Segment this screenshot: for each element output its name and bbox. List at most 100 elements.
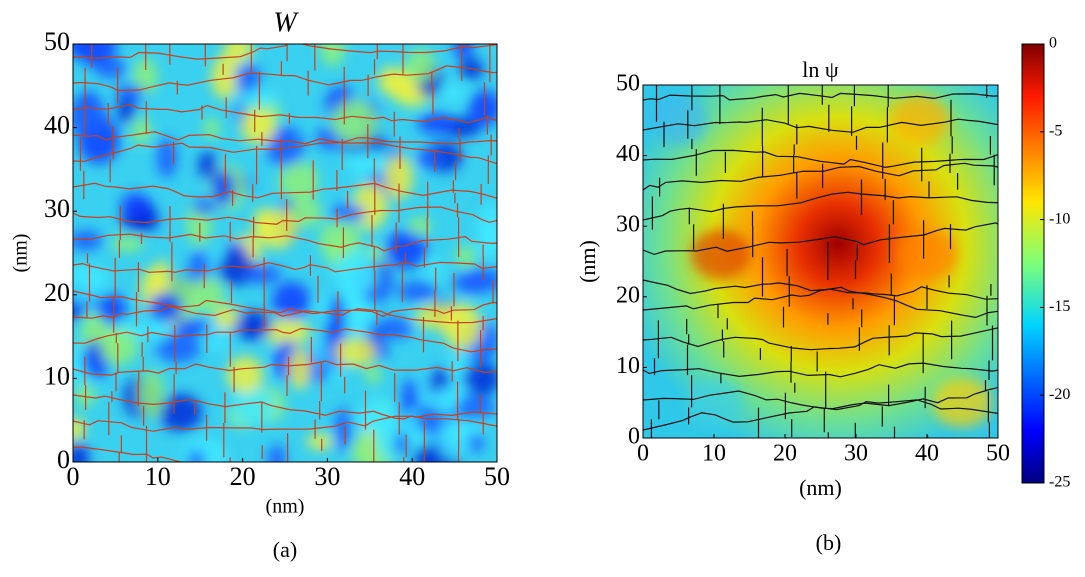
grain-boundary xyxy=(73,65,497,92)
grain-boundary xyxy=(307,44,323,451)
grain-boundary xyxy=(751,107,764,438)
x-tick-label: 10 xyxy=(145,462,171,491)
heatmap-field xyxy=(643,85,998,438)
field-blob xyxy=(244,264,282,285)
field-blob xyxy=(156,333,201,363)
field-blob xyxy=(256,208,298,249)
grain-boundary xyxy=(73,360,497,376)
grain-boundary xyxy=(643,279,998,300)
grain-boundary xyxy=(881,85,896,438)
grain-boundary xyxy=(643,149,998,169)
field-blob xyxy=(234,63,261,92)
grain-boundary xyxy=(479,44,494,435)
field-blob xyxy=(401,378,420,403)
y-tick-label: 0 xyxy=(57,445,70,474)
grain-boundary xyxy=(393,44,407,462)
field-blob xyxy=(137,370,165,419)
field-blob xyxy=(211,54,239,100)
field-blob xyxy=(436,85,469,102)
y-tick-label: 10 xyxy=(616,353,640,379)
field-blob xyxy=(73,266,111,283)
colorbar-tick-label: -25 xyxy=(1049,474,1070,491)
x-axis-label: (nm) xyxy=(799,475,842,500)
field-blob xyxy=(236,89,280,107)
field-blob xyxy=(328,294,346,342)
field-blob xyxy=(416,148,443,169)
x-tick-label: 0 xyxy=(67,462,80,491)
x-tick-label: 20 xyxy=(230,462,256,491)
field-blob xyxy=(131,117,152,145)
grain-boundary xyxy=(169,44,178,414)
y-tick-label: 30 xyxy=(44,194,70,223)
field-blob xyxy=(111,235,144,253)
field-blob xyxy=(334,407,352,452)
grain-boundary xyxy=(643,327,998,351)
field-blob xyxy=(383,230,428,269)
grain-boundary xyxy=(73,137,497,162)
field-blob xyxy=(115,84,145,102)
plot-frame xyxy=(72,43,498,463)
grain-boundary xyxy=(250,44,265,459)
field-blob xyxy=(148,292,183,323)
grain-boundary xyxy=(364,44,378,462)
field-blob xyxy=(97,293,127,325)
field-blob xyxy=(897,229,957,280)
field-blob xyxy=(438,417,470,461)
field-blob xyxy=(319,44,346,67)
x-tick-label: 0 xyxy=(637,441,649,467)
field-blob xyxy=(264,317,311,347)
field-blob xyxy=(99,327,138,366)
field-blob xyxy=(417,113,457,135)
colorbar-tick-label: -5 xyxy=(1049,122,1062,139)
y-axis-label: (nm) xyxy=(10,234,32,273)
grain-boundary xyxy=(73,305,497,324)
field-blob xyxy=(240,110,277,145)
grain-boundary xyxy=(73,260,497,273)
field-blob xyxy=(120,192,151,218)
colorbar-tick-label: 0 xyxy=(1049,35,1057,52)
field-blob xyxy=(132,58,158,95)
field-blob xyxy=(397,281,438,302)
grain-boundary xyxy=(851,85,863,438)
y-tick-label: 40 xyxy=(44,111,70,140)
y-tick-label: 20 xyxy=(616,282,640,308)
grain-boundary xyxy=(717,85,728,384)
field-blob xyxy=(192,199,215,216)
field-blob xyxy=(272,281,311,320)
field-blob xyxy=(265,125,305,167)
colorbar-tick-label: -15 xyxy=(1049,298,1070,315)
colorbar-tick-label: -20 xyxy=(1049,386,1070,403)
caption: (b) xyxy=(816,530,842,555)
grain-boundary xyxy=(816,85,830,438)
y-tick-label: 50 xyxy=(44,27,70,56)
x-tick-label: 40 xyxy=(915,441,939,467)
field-blob xyxy=(223,44,253,64)
field-blob xyxy=(306,433,333,450)
field-blob xyxy=(374,412,399,459)
grain-boundary xyxy=(643,222,998,256)
grain-boundary xyxy=(107,67,122,462)
grain-boundary xyxy=(73,411,497,432)
field-blobs xyxy=(648,95,993,428)
grain-boundary xyxy=(948,99,959,360)
field-blob xyxy=(73,96,108,137)
grain-boundary xyxy=(73,44,497,60)
field-blob xyxy=(158,393,203,432)
grain-boundary xyxy=(73,103,497,124)
grain-boundary xyxy=(643,191,998,221)
field-blob xyxy=(346,150,386,177)
field-blob xyxy=(287,198,323,228)
field-blob xyxy=(364,364,382,385)
field-blob xyxy=(288,347,311,390)
field-blob xyxy=(331,99,379,144)
field-blob xyxy=(267,444,286,462)
field-blob xyxy=(189,276,225,314)
x-tick-label: 10 xyxy=(702,441,726,467)
field-blob xyxy=(453,44,474,59)
grain-boundary xyxy=(79,44,93,440)
grain-boundary xyxy=(73,446,186,462)
grain-boundary xyxy=(984,85,995,438)
field-blob xyxy=(442,303,482,350)
grain-boundary xyxy=(782,85,798,438)
field-blob xyxy=(156,137,178,178)
